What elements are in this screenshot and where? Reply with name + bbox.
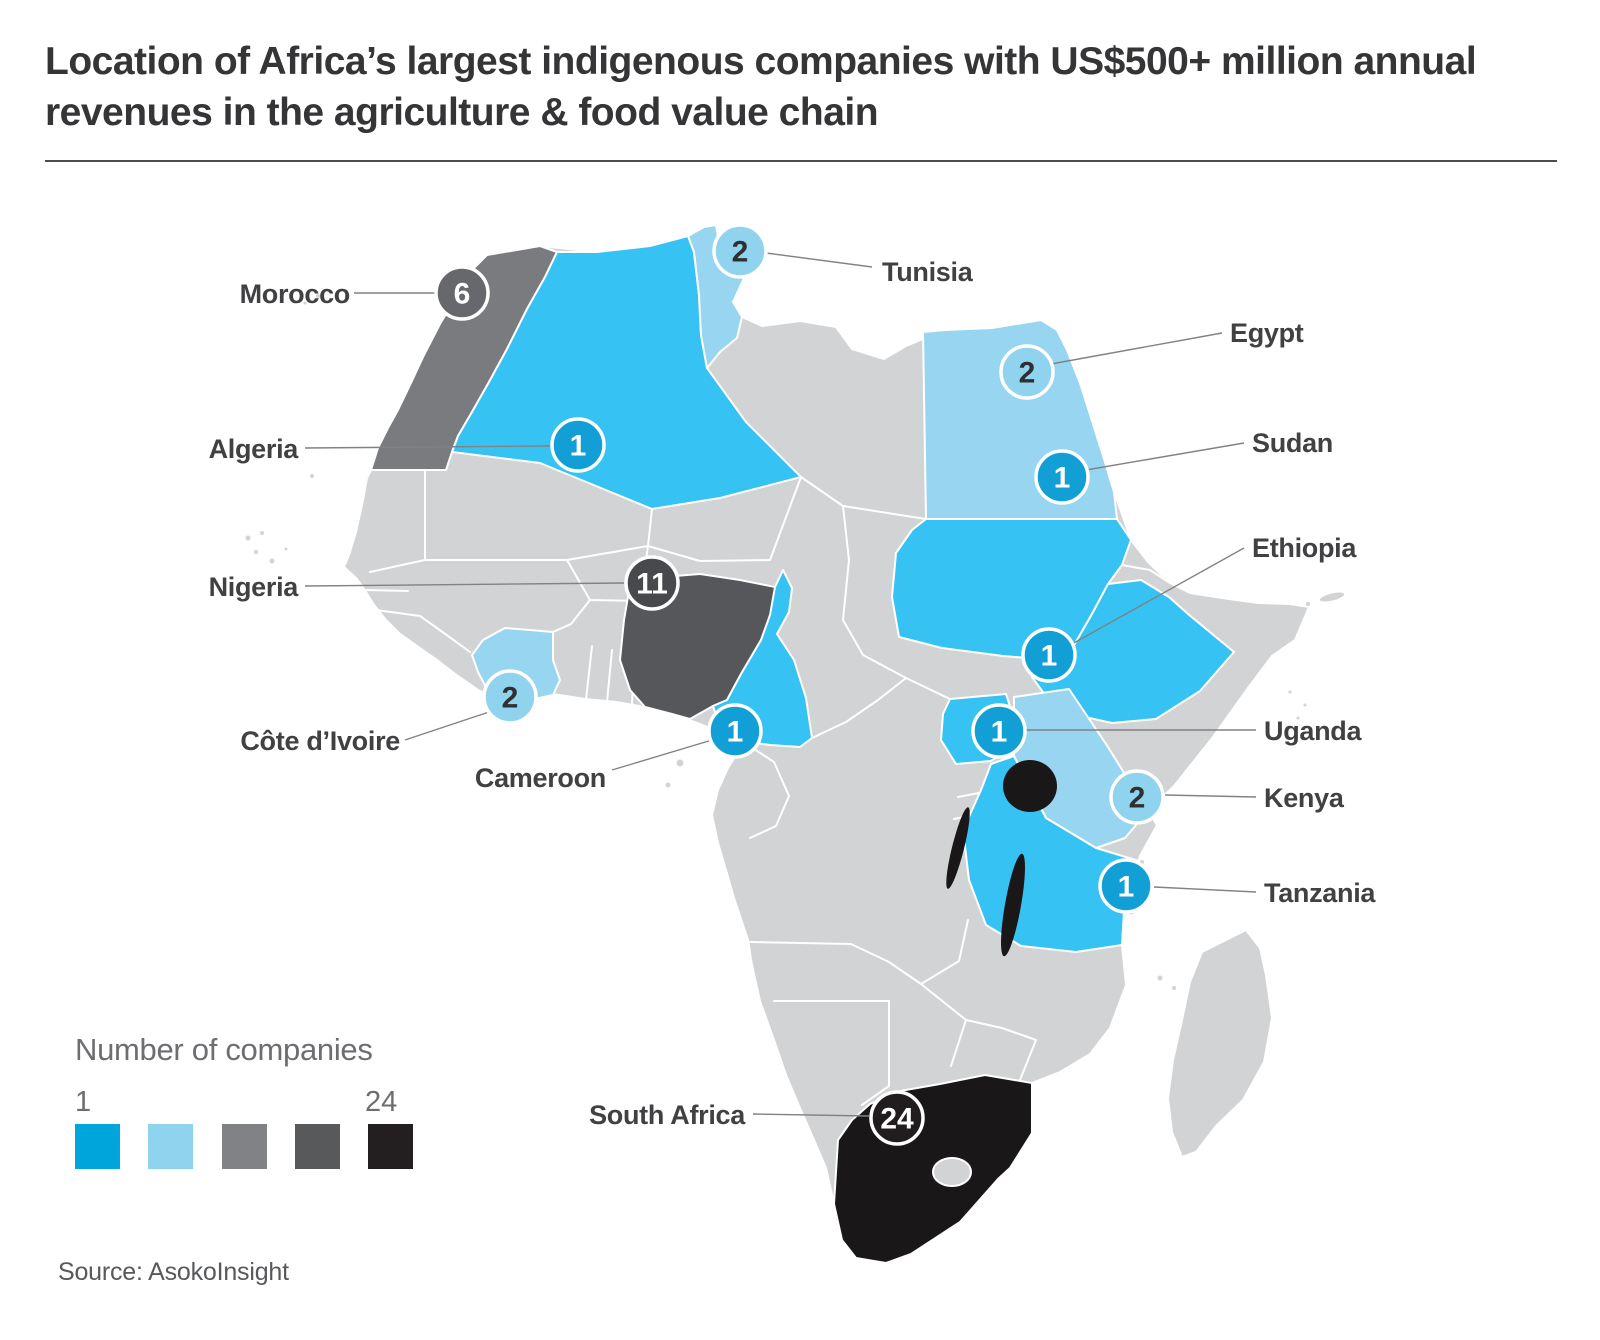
title-divider	[45, 160, 1557, 162]
legend-swatch-5	[368, 1124, 413, 1169]
legend-swatch-1	[75, 1124, 120, 1169]
svg-text:2: 2	[732, 236, 749, 269]
svg-text:1: 1	[1054, 462, 1071, 495]
badge-sudan: 1	[1034, 449, 1090, 505]
leader-nigeria	[304, 582, 625, 587]
enclaves	[932, 1157, 972, 1187]
label-egypt: Egypt	[1230, 318, 1304, 348]
page-title: Location of Africa’s largest indigenous …	[45, 40, 1477, 135]
lake-malawi	[1001, 853, 1025, 957]
source-attribution: Source: AsokoInsight	[58, 1258, 289, 1286]
legend-title: Number of companies	[75, 1032, 373, 1067]
leader-cote-divoire	[404, 711, 490, 741]
badge-morocco: 6	[434, 265, 490, 321]
country-shape-cameroon	[712, 569, 813, 748]
leader-tanzania	[1153, 886, 1257, 893]
badge-algeria: 1	[550, 417, 606, 473]
label-morocco: Morocco	[240, 279, 350, 309]
lake-victoria	[1003, 760, 1057, 812]
svg-text:24: 24	[880, 1103, 914, 1136]
badge-ethiopia: 1	[1021, 627, 1077, 683]
svg-text:2: 2	[1019, 357, 1036, 390]
lakes	[946, 760, 1057, 957]
label-ethiopia: Ethiopia	[1252, 533, 1357, 563]
label-tunisia: Tunisia	[882, 257, 974, 287]
svg-text:1: 1	[991, 716, 1008, 749]
svg-text:1: 1	[727, 716, 744, 749]
svg-text:11: 11	[636, 568, 668, 601]
label-kenya: Kenya	[1264, 783, 1345, 813]
badge-tunisia: 2	[712, 223, 768, 279]
leader-kenya	[1164, 794, 1257, 798]
leader-ethiopia	[1071, 547, 1245, 645]
legend-min-value: 1	[75, 1086, 92, 1118]
badge-cameroon: 1	[707, 703, 763, 759]
leader-south-africa	[752, 1113, 870, 1117]
badge-uganda: 1	[971, 703, 1027, 759]
legend-swatches	[75, 1124, 413, 1169]
lake-tanganyika	[946, 807, 970, 889]
legend-max-value: 24	[365, 1086, 398, 1118]
badge-kenya: 2	[1109, 769, 1165, 825]
label-algeria: Algeria	[209, 434, 300, 464]
madagascar-shape	[1167, 929, 1273, 1158]
label-tanzania: Tanzania	[1264, 878, 1376, 908]
lesotho-shape	[932, 1157, 972, 1187]
svg-text:1: 1	[1118, 871, 1135, 904]
svg-text:6: 6	[454, 278, 471, 311]
label-uganda: Uganda	[1264, 716, 1362, 746]
legend-scale-labels: 1 24	[75, 1082, 495, 1122]
leader-cameroon	[611, 739, 713, 771]
legend: Number of companies 1 24	[75, 1032, 495, 1170]
label-sudan: Sudan	[1252, 428, 1333, 458]
count-badges: 6 2 1 2 1 11 1	[434, 223, 1165, 1146]
leader-tunisia	[765, 252, 873, 268]
leader-lines	[304, 252, 1257, 1117]
badge-cote-divoire: 2	[482, 669, 538, 725]
leader-sudan	[1085, 442, 1245, 471]
svg-text:2: 2	[1129, 782, 1146, 815]
leader-algeria	[304, 445, 552, 449]
label-cote-divoire: Côte d’Ivoire	[240, 726, 400, 756]
badge-nigeria: 11	[624, 555, 680, 611]
legend-swatch-3	[222, 1124, 267, 1169]
leader-egypt	[1050, 332, 1223, 365]
legend-swatch-2	[148, 1124, 193, 1169]
label-south-africa: South Africa	[589, 1100, 746, 1130]
label-nigeria: Nigeria	[209, 572, 300, 602]
badge-south-africa: 24	[869, 1090, 925, 1146]
country-labels: Morocco Tunisia Algeria Egypt Sudan Nige…	[209, 257, 1377, 1130]
svg-text:1: 1	[570, 430, 587, 463]
svg-text:2: 2	[502, 682, 519, 715]
badge-tanzania: 1	[1098, 858, 1154, 914]
svg-text:1: 1	[1041, 640, 1058, 673]
label-cameroon: Cameroon	[475, 763, 606, 793]
badge-egypt: 2	[999, 344, 1055, 400]
legend-swatch-4	[295, 1124, 340, 1169]
